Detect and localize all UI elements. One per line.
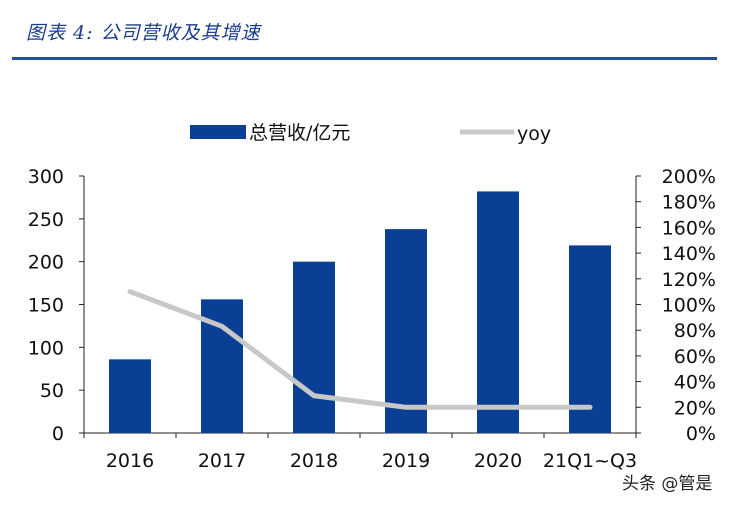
yoy-line <box>127 289 593 410</box>
yoy-line-series <box>127 289 593 410</box>
bar-series <box>109 191 611 433</box>
legend-bar-swatch <box>190 125 246 139</box>
figure-title: 图表 4: 公司营收及其增速 <box>26 22 261 44</box>
left-axis-tick-label: 0 <box>52 423 64 445</box>
legend-bar-label: 总营收/亿元 <box>249 122 350 144</box>
revenue-bar <box>477 191 519 433</box>
right-axis-tick-label: 0% <box>686 423 716 445</box>
yoy-point <box>128 289 132 294</box>
right-axis-tick-label: 20% <box>674 397 716 419</box>
revenue-bar <box>109 359 151 433</box>
yoy-point <box>588 405 592 410</box>
right-axis-tick-label: 180% <box>662 192 716 214</box>
right-axis-tick-label: 200% <box>662 166 716 188</box>
revenue-bar <box>385 229 427 433</box>
x-axis-tick-label: 2019 <box>382 450 430 472</box>
left-axis-tick-label: 250 <box>28 209 64 231</box>
title-divider <box>12 57 717 60</box>
yoy-point <box>404 405 408 410</box>
tick-labels: 0 50 100 150 200 250 300 0% 20% 40% 60% 80% 100% 120%… <box>28 166 716 472</box>
legend: 总营收/亿元 yoy <box>190 122 551 145</box>
x-axis-tick-label: 2018 <box>290 450 338 472</box>
right-axis-tick-label: 100% <box>662 295 716 317</box>
left-axis-tick-label: 300 <box>28 166 64 188</box>
revenue-bar <box>293 261 335 433</box>
x-axis-tick-label: 21Q1~Q3 <box>543 450 637 472</box>
x-axis-tick-label: 2016 <box>106 450 154 472</box>
left-axis-tick-label: 150 <box>28 295 64 317</box>
right-axis-tick-label: 40% <box>674 372 716 394</box>
yoy-point <box>496 405 500 410</box>
right-axis-tick-label: 60% <box>674 346 716 368</box>
left-axis-tick-label: 100 <box>28 337 64 359</box>
yoy-point <box>312 393 316 398</box>
legend-line-label: yoy <box>517 123 551 145</box>
watermark: 头条 @管是 <box>622 474 713 494</box>
right-axis-tick-label: 140% <box>662 243 716 265</box>
right-axis-tick-label: 80% <box>674 320 716 342</box>
axes <box>79 175 641 438</box>
x-axis-tick-label: 2017 <box>198 450 246 472</box>
left-axis-tick-label: 200 <box>28 252 64 274</box>
right-axis-tick-label: 120% <box>662 269 716 291</box>
yoy-point <box>220 324 224 329</box>
left-axis-tick-label: 50 <box>40 380 64 402</box>
right-axis-tick-label: 160% <box>662 217 716 239</box>
x-axis-tick-label: 2020 <box>474 450 522 472</box>
revenue-bar <box>569 245 611 433</box>
